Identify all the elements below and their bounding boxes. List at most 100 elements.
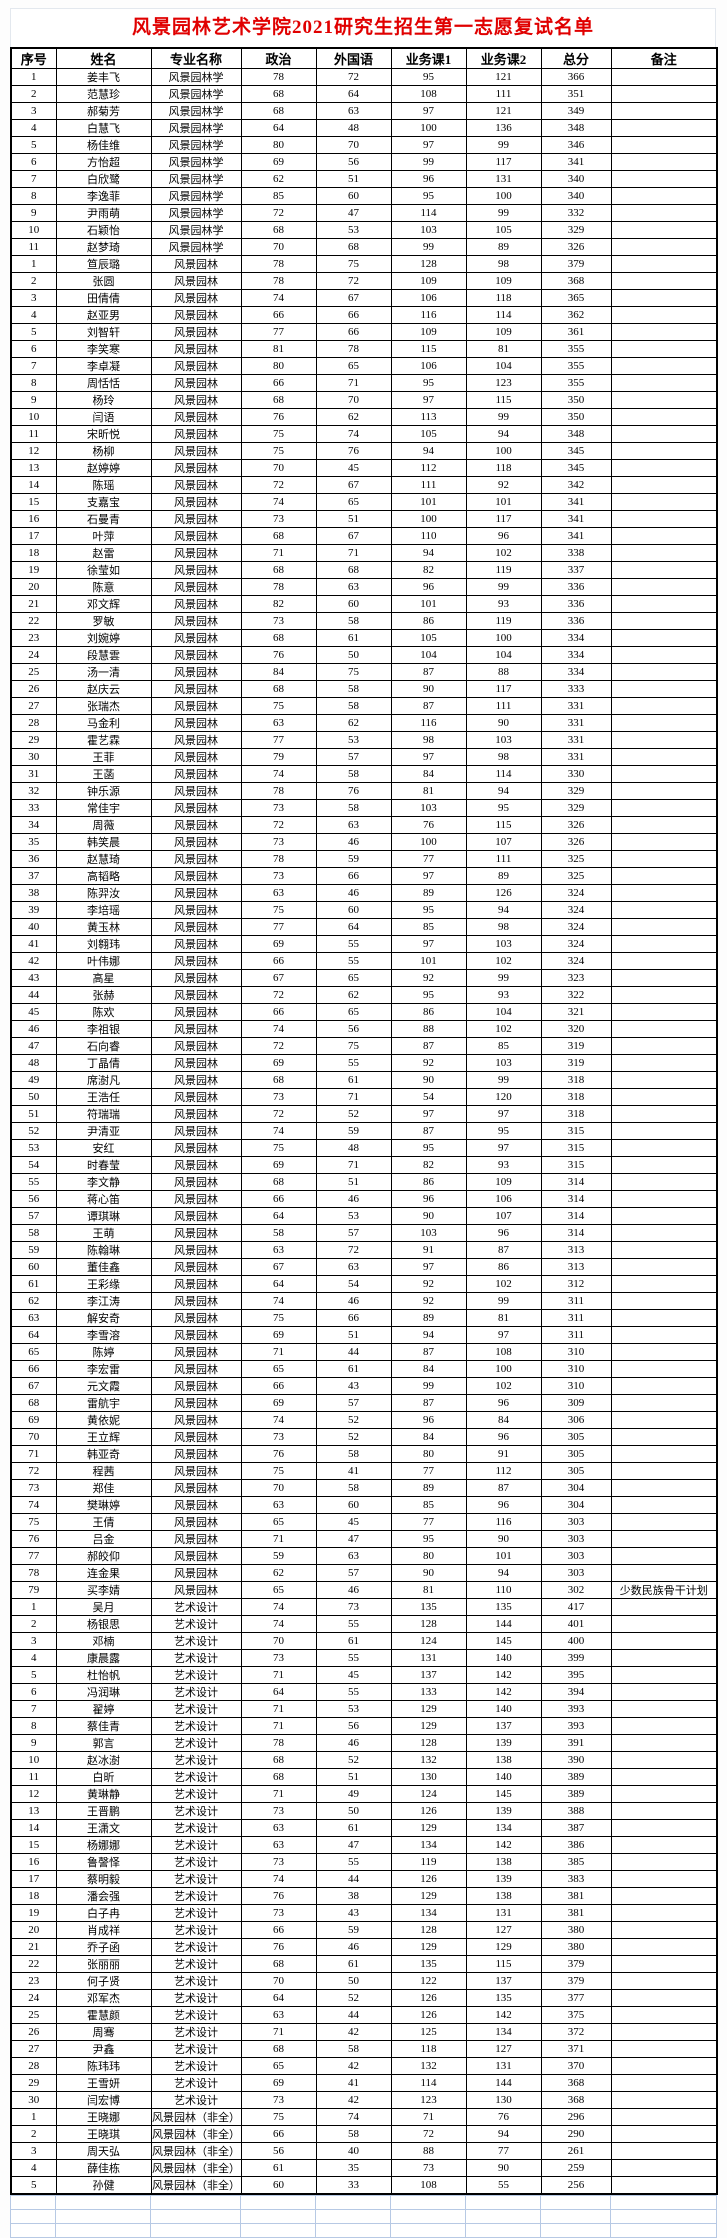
table-row: 71 韩亚奇 风景园林 76 58 80 91 305: [10, 1445, 718, 1463]
cell-course1: 84: [390, 1428, 467, 1446]
cell-course1: 108: [390, 2176, 467, 2195]
cell-remark: [610, 272, 718, 290]
table-row: 13 赵婷婷 风景园林 70 45 112 118 345: [10, 459, 718, 477]
cell-foreign-language: 51: [315, 1173, 392, 1191]
cell-course1: 90: [390, 1564, 467, 1582]
column-header: 外国语: [315, 47, 392, 69]
cell-course2: 119: [465, 612, 542, 630]
cell-remark: [610, 476, 718, 494]
cell-major: 风景园林: [150, 595, 242, 613]
cell-remark: [610, 1513, 718, 1531]
cell-no: 16: [10, 510, 57, 528]
cell-politics: 74: [240, 1122, 317, 1140]
cell-course1: 122: [390, 1972, 467, 1990]
cell-course1: 99: [390, 153, 467, 171]
cell-politics: 76: [240, 1887, 317, 1905]
cell-major: 风景园林学: [150, 238, 242, 256]
table-row: 29 王雪妍 艺术设计 69 41 114 144 368: [10, 2074, 718, 2092]
cell-politics: 76: [240, 1445, 317, 1463]
cell-major: 风景园林: [150, 1445, 242, 1463]
cell-foreign-language: 66: [315, 867, 392, 885]
cell-course2: 142: [465, 1683, 542, 1701]
cell-remark: [610, 425, 718, 443]
cell-politics: 72: [240, 1037, 317, 1055]
cell-politics: 66: [240, 1190, 317, 1208]
cell-total: 341: [540, 510, 612, 528]
cell-course1: 81: [390, 782, 467, 800]
cell-no: 42: [10, 952, 57, 970]
cell-course1: 92: [390, 1054, 467, 1072]
cell-course1: 98: [390, 731, 467, 749]
cell-major: 艺术设计: [150, 2091, 242, 2109]
cell-total: 395: [540, 1666, 612, 1684]
cell-no: 26: [10, 680, 57, 698]
cell-course2: 114: [465, 765, 542, 783]
cell-foreign-language: 60: [315, 187, 392, 205]
cell-course1: 90: [390, 680, 467, 698]
cell-name: 王菡: [55, 765, 152, 783]
table-row: 10 石颖怡 风景园林学 68 53 103 105 329: [10, 221, 718, 239]
cell-major: 风景园林: [150, 1156, 242, 1174]
cell-politics: 74: [240, 1020, 317, 1038]
cell-politics: 73: [240, 1853, 317, 1871]
cell-major: 风景园林: [150, 476, 242, 494]
cell-foreign-language: 33: [315, 2176, 392, 2195]
table-row: 26 周骞 艺术设计 71 42 125 134 372: [10, 2023, 718, 2041]
table-row: 3 周天弘 风景园林（非全） 56 40 88 77 261: [10, 2142, 718, 2160]
cell-name: 鲁謦怿: [55, 1853, 152, 1871]
cell-name: 石曼青: [55, 510, 152, 528]
cell-course2: 102: [465, 544, 542, 562]
cell-name: 张丽丽: [55, 1955, 152, 1973]
cell-foreign-language: 40: [315, 2142, 392, 2160]
cell-total: 337: [540, 561, 612, 579]
cell-major: 艺术设计: [150, 1819, 242, 1837]
cell-course2: 97: [465, 1326, 542, 1344]
cell-course2: 95: [465, 1122, 542, 1140]
cell-remark: [610, 2091, 718, 2109]
cell-course2: 85: [465, 1037, 542, 1055]
cell-name: 郑佳: [55, 1479, 152, 1497]
empty-grid-rows: [10, 2195, 717, 2238]
cell-foreign-language: 58: [315, 799, 392, 817]
cell-course2: 103: [465, 1054, 542, 1072]
cell-major: 风景园林学: [150, 68, 242, 86]
cell-major: 风景园林: [150, 272, 242, 290]
cell-course2: 102: [465, 1275, 542, 1293]
cell-course1: 95: [390, 68, 467, 86]
cell-name: 陈意: [55, 578, 152, 596]
cell-total: 304: [540, 1479, 612, 1497]
cell-no: 38: [10, 884, 57, 902]
cell-remark: [610, 1989, 718, 2007]
cell-foreign-language: 71: [315, 1088, 392, 1106]
cell-no: 18: [10, 1887, 57, 1905]
cell-politics: 65: [240, 1513, 317, 1531]
cell-total: 371: [540, 2040, 612, 2058]
cell-remark: [610, 697, 718, 715]
cell-total: 305: [540, 1428, 612, 1446]
column-header: 总分: [540, 47, 612, 69]
cell-total: 351: [540, 85, 612, 103]
cell-name: 白昕: [55, 1768, 152, 1786]
empty-cell: [540, 2223, 611, 2238]
cell-course1: 101: [390, 952, 467, 970]
table-row: 27 尹鑫 艺术设计 68 58 118 127 371: [10, 2040, 718, 2058]
cell-no: 51: [10, 1105, 57, 1123]
cell-name: 段慧雲: [55, 646, 152, 664]
cell-remark: [610, 578, 718, 596]
table-row: 46 李祖银 风景园林 74 56 88 102 320: [10, 1020, 718, 1038]
table-row: 33 常佳宇 风景园林 73 58 103 95 329: [10, 799, 718, 817]
cell-no: 24: [10, 646, 57, 664]
cell-major: 艺术设计: [150, 2006, 242, 2024]
cell-foreign-language: 63: [315, 1547, 392, 1565]
cell-name: 张圆: [55, 272, 152, 290]
cell-no: 70: [10, 1428, 57, 1446]
cell-remark: [610, 153, 718, 171]
cell-course2: 96: [465, 1428, 542, 1446]
cell-foreign-language: 74: [315, 425, 392, 443]
cell-politics: 75: [240, 425, 317, 443]
cell-remark: [610, 1343, 718, 1361]
cell-course1: 71: [390, 2108, 467, 2126]
cell-course2: 135: [465, 1598, 542, 1616]
cell-remark: [610, 2142, 718, 2160]
cell-foreign-language: 52: [315, 1751, 392, 1769]
